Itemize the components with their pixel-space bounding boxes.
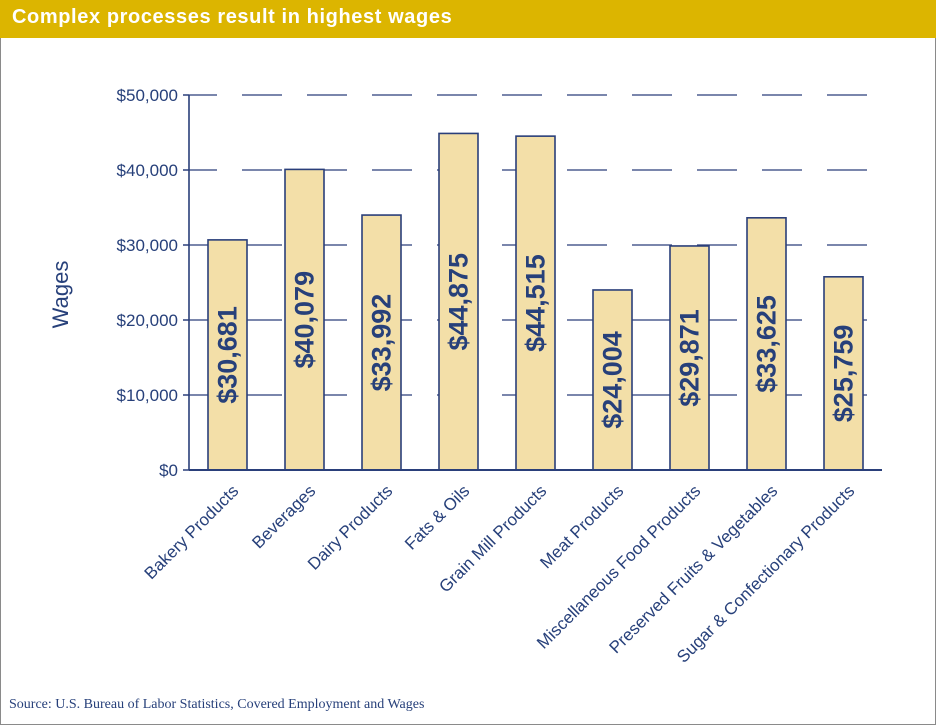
x-tick-label: Preserved Fruits & Vegetables [606, 481, 782, 657]
bar [207, 239, 248, 471]
bar-value-label: $33,625 [752, 295, 782, 393]
x-tick-label: Bakery Products [141, 481, 243, 583]
bar-value-label: $29,871 [675, 309, 705, 407]
bar-value-label: $24,004 [598, 331, 628, 429]
y-tick-label: $0 [159, 461, 178, 480]
x-tick-label: Beverages [248, 481, 319, 552]
bar-value-label: $44,515 [521, 254, 551, 352]
y-tick-label: $10,000 [117, 386, 178, 405]
x-tick-label: Miscellaneous Food Products [533, 481, 704, 652]
bar [669, 245, 710, 471]
y-axis-title: Wages [48, 261, 73, 329]
bar-value-label: $30,681 [213, 306, 243, 404]
chart-title: Complex processes result in highest wage… [12, 6, 453, 28]
y-tick-label: $50,000 [117, 86, 178, 105]
bar [438, 132, 479, 471]
y-tick-label: $30,000 [117, 236, 178, 255]
bar [592, 289, 633, 471]
bar [361, 214, 402, 471]
bar-value-label: $25,759 [829, 325, 859, 423]
y-tick-label: $40,000 [117, 161, 178, 180]
title-bar: Complex processes result in highest wage… [0, 0, 936, 38]
x-tick-label: Fats & Oils [401, 481, 473, 553]
y-tick-label: $20,000 [117, 311, 178, 330]
bar [515, 135, 556, 471]
bar-value-label: $44,875 [444, 253, 474, 351]
bar [284, 168, 325, 471]
bar-value-label: $33,992 [367, 294, 397, 392]
bar [746, 217, 787, 471]
bar [823, 276, 864, 471]
source-note: Source: U.S. Bureau of Labor Statistics,… [9, 697, 425, 712]
bar-value-label: $40,079 [290, 271, 320, 369]
